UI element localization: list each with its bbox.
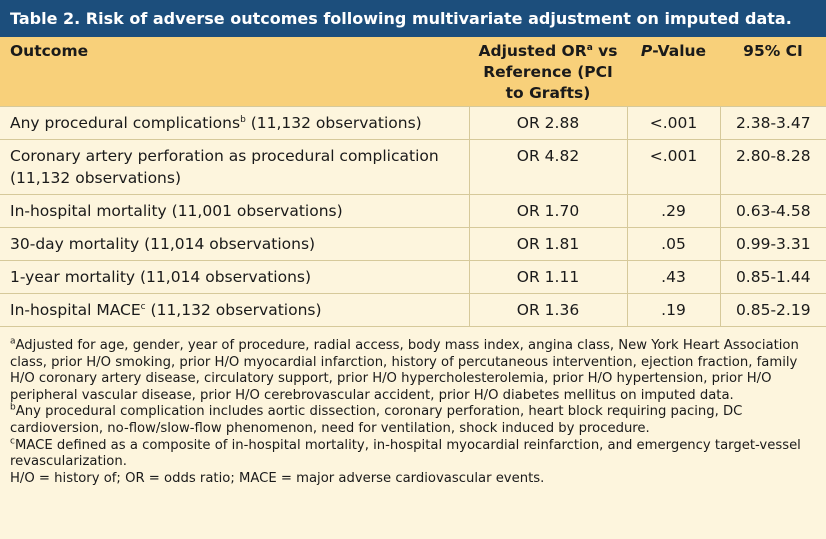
- outcomes-table: Outcome Adjusted ORa vs Reference (PCI t…: [0, 37, 826, 327]
- footnote-b-marker: b: [10, 402, 16, 413]
- footnote-a-text: Adjusted for age, gender, year of proced…: [10, 338, 799, 403]
- ci-cell: 0.85-2.19: [720, 292, 826, 327]
- or-cell: OR 1.81: [469, 226, 628, 260]
- p-value-cell: .29: [627, 193, 721, 227]
- outcome-text: In-hospital MACE: [10, 300, 141, 319]
- p-value-cell: .43: [627, 259, 721, 293]
- p-value-label: -Value: [652, 42, 707, 60]
- header-row: Outcome Adjusted ORa vs Reference (PCI t…: [0, 37, 826, 106]
- outcome-cell: Any procedural complicationsb (11,132 ob…: [0, 105, 470, 139]
- observations-text: (11,132 observations): [145, 300, 322, 319]
- p-italic: P: [640, 42, 653, 60]
- table-title: Table 2. Risk of adverse outcomes follow…: [0, 0, 826, 37]
- table-row: 1-year mortality (11,014 observations) O…: [0, 259, 826, 293]
- ci-label: 95% CI: [743, 42, 803, 60]
- footnote-marker-b: b: [240, 114, 246, 125]
- abbreviations-note: H/O = history of; OR = odds ratio; MACE …: [10, 470, 545, 486]
- ci-cell: 2.38-3.47: [720, 105, 826, 139]
- footnote-a-marker: a: [10, 336, 16, 347]
- footnote-c-text: MACE defined as a composite of in-hospit…: [10, 437, 801, 470]
- or-cell: OR 1.11: [469, 259, 628, 293]
- footnote-c: cMACE defined as a composite of in-hospi…: [10, 436, 818, 471]
- table-row: Any procedural complicationsb (11,132 ob…: [0, 105, 826, 139]
- footnote-b: bAny procedural complication includes ao…: [10, 402, 818, 437]
- table-body: Any procedural complicationsb (11,132 ob…: [0, 105, 826, 327]
- p-value-cell: .05: [627, 226, 721, 260]
- outcome-text: Any procedural complications: [10, 113, 241, 132]
- column-header-outcome: Outcome: [0, 37, 469, 106]
- column-header-adjusted-or: Adjusted ORa vs Reference (PCI to Grafts…: [469, 37, 627, 106]
- table-row: In-hospital mortality (11,001 observatio…: [0, 193, 826, 227]
- column-header-outcome-label: Outcome: [10, 42, 89, 60]
- ci-cell: 2.80-8.28: [720, 138, 826, 194]
- or-cell: OR 2.88: [469, 105, 628, 139]
- outcome-cell: 30-day mortality (11,014 observations): [0, 226, 470, 260]
- footnote-b-text: Any procedural complication includes aor…: [10, 404, 743, 436]
- ci-cell: 0.63-4.58: [720, 193, 826, 227]
- p-value-cell: <.001: [627, 138, 721, 194]
- table-row: In-hospital MACEc (11,132 observations) …: [0, 292, 826, 327]
- footnote-marker-a: a: [586, 42, 593, 53]
- footnote-a: aAdjusted for age, gender, year of proce…: [10, 336, 818, 404]
- p-value-cell: .19: [627, 292, 721, 327]
- outcome-cell: In-hospital mortality (11,001 observatio…: [0, 193, 470, 227]
- or-cell: OR 1.36: [469, 292, 628, 327]
- or-cell: OR 1.70: [469, 193, 628, 227]
- table-footnotes: aAdjusted for age, gender, year of proce…: [10, 336, 818, 487]
- observations-text: (11,132 observations): [245, 113, 422, 132]
- column-header-ci: 95% CI: [720, 37, 826, 106]
- footnote-marker-c: c: [140, 301, 146, 312]
- adjusted-or-reference: vs Reference (PCI to Grafts): [483, 42, 618, 102]
- table-header: Outcome Adjusted ORa vs Reference (PCI t…: [0, 37, 826, 106]
- p-value-cell: <.001: [627, 105, 721, 139]
- outcome-cell: Coronary artery perforation as procedura…: [0, 138, 470, 194]
- footnote-c-marker: c: [10, 436, 15, 447]
- outcome-cell: In-hospital MACEc (11,132 observations): [0, 292, 470, 327]
- ci-cell: 0.99-3.31: [720, 226, 826, 260]
- table-row: Coronary artery perforation as procedura…: [0, 138, 826, 194]
- outcome-cell: 1-year mortality (11,014 observations): [0, 259, 470, 293]
- ci-cell: 0.85-1.44: [720, 259, 826, 293]
- table-row: 30-day mortality (11,014 observations) O…: [0, 226, 826, 260]
- or-cell: OR 4.82: [469, 138, 628, 194]
- column-header-p-value: P-Value: [627, 37, 720, 106]
- adjusted-or-label: Adjusted OR: [478, 42, 587, 60]
